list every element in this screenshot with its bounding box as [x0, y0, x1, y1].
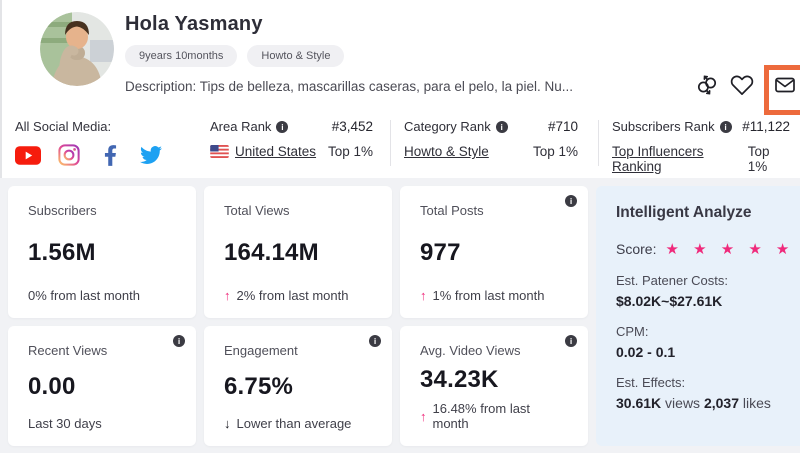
trend-up-arrow-icon: ↑	[420, 288, 427, 303]
trend-up-arrow-icon: ↑	[224, 288, 231, 303]
category-rank-link[interactable]: Howto & Style	[404, 144, 489, 159]
card-label: Total Views	[224, 203, 290, 218]
card-value: 1.56M	[28, 239, 96, 266]
mail-icon	[775, 77, 795, 93]
page-title: Hola Yasmany	[125, 13, 263, 35]
info-icon[interactable]: i	[276, 120, 289, 133]
divider	[598, 120, 599, 166]
category-rank-value: #710	[547, 119, 578, 134]
panel-title: Intelligent Analyze	[616, 204, 752, 221]
category-rank-tier: Top 1%	[532, 144, 578, 159]
card-label: Avg. Video Views	[420, 343, 521, 358]
compare-icon	[697, 75, 717, 95]
total-posts-card: i Total Posts 977 ↑ 1% from last month	[400, 186, 588, 318]
effects-label: Est. Effects:	[616, 375, 686, 390]
info-icon[interactable]: i	[565, 335, 577, 347]
score-label: Score:	[616, 241, 657, 257]
card-value: 0.00	[28, 373, 76, 400]
card-label: Total Posts	[420, 203, 484, 218]
info-icon[interactable]: i	[719, 120, 732, 133]
channel-description: Description: Tips de belleza, mascarilla…	[125, 79, 573, 94]
twitter-icon	[140, 146, 162, 164]
card-value: 164.14M	[224, 239, 319, 266]
card-value: 34.23K	[420, 365, 499, 393]
area-rank-value: #3,452	[331, 119, 373, 134]
card-delta: ↑ 16.48% from last month	[420, 401, 531, 431]
facebook-tab[interactable]	[97, 143, 123, 167]
youtube-tab[interactable]	[15, 143, 41, 167]
trend-down-arrow-icon: ↓	[224, 416, 231, 431]
badge-channel-age: 9years 10months	[125, 45, 238, 67]
email-highlight-box	[764, 65, 800, 115]
cpm-label: CPM:	[616, 324, 649, 339]
info-icon[interactable]: i	[173, 335, 185, 347]
instagram-icon	[58, 144, 80, 166]
partner-cost-label: Est. Patener Costs:	[616, 273, 728, 288]
card-delta: ↑ 1% from last month	[420, 288, 545, 303]
info-icon[interactable]: i	[369, 335, 381, 347]
subscribers-card: Subscribers 1.56M 0% from last month	[8, 186, 196, 318]
total-views-card: Total Views 164.14M ↑ 2% from last month	[204, 186, 392, 318]
card-delta: ↑ 2% from last month	[224, 288, 349, 303]
stats-grid: Subscribers 1.56M 0% from last month Tot…	[8, 186, 800, 446]
action-buttons	[694, 65, 800, 115]
compare-button[interactable]	[694, 72, 720, 98]
instagram-tab[interactable]	[56, 143, 82, 167]
subscribers-rank-tier: Top 1%	[747, 144, 770, 174]
all-social-media-label: All Social Media:	[15, 119, 112, 134]
engagement-card: i Engagement 6.75% ↓ Lower than average	[204, 326, 392, 446]
avatar	[40, 12, 114, 86]
effects-value: 30.61K views 2,037 likes	[616, 395, 771, 411]
card-delta: 0% from last month	[28, 288, 140, 303]
avg-video-views-card: i Avg. Video Views 34.23K ↑ 16.48% from …	[400, 326, 588, 446]
category-rank-label: Category Rank i	[404, 119, 508, 134]
youtube-icon	[15, 145, 41, 165]
card-label: Engagement	[224, 343, 298, 358]
subscribers-rank-value: #11,122	[742, 119, 790, 134]
favorite-button[interactable]	[729, 72, 755, 98]
card-label: Subscribers	[28, 203, 97, 218]
badge-category: Howto & Style	[247, 45, 345, 67]
facebook-icon	[104, 144, 116, 166]
subscribers-rank-link[interactable]: Top Influencers Ranking	[612, 144, 704, 174]
card-value: 977	[420, 239, 461, 266]
info-icon[interactable]: i	[565, 195, 577, 207]
intelligent-analyze-panel: Intelligent Analyze Score: ★ ★ ★ ★ ★ Est…	[596, 186, 800, 446]
card-delta: ↓ Lower than average	[224, 416, 352, 431]
star-rating-icon: ★ ★ ★ ★ ★	[665, 241, 795, 258]
trend-up-arrow-icon: ↑	[420, 408, 427, 424]
heart-icon	[730, 75, 754, 95]
card-label: Recent Views	[28, 343, 108, 358]
info-icon[interactable]: i	[495, 120, 508, 133]
recent-views-card: i Recent Views 0.00 Last 30 days	[8, 326, 196, 446]
subscribers-rank-block: Subscribers Rank i #11,122 Top Influence…	[612, 119, 790, 174]
area-rank-block: Area Rank i #3,452 United States Top 1%	[210, 119, 373, 159]
email-button[interactable]	[772, 72, 798, 98]
twitter-tab[interactable]	[138, 143, 164, 167]
subscribers-rank-label: Subscribers Rank i	[612, 119, 732, 134]
card-value: 6.75%	[224, 373, 294, 400]
area-rank-label: Area Rank i	[210, 119, 289, 134]
us-flag-icon	[210, 145, 229, 158]
partner-cost-value: $8.02K~$27.61K	[616, 293, 723, 309]
all-social-media-block: All Social Media:	[15, 119, 164, 167]
card-delta: Last 30 days	[28, 416, 102, 431]
badge-row: 9years 10months Howto & Style	[125, 45, 345, 67]
cpm-value: 0.02 - 0.1	[616, 344, 676, 360]
divider	[390, 120, 391, 166]
area-rank-link[interactable]: United States	[210, 144, 316, 159]
area-rank-tier: Top 1%	[327, 144, 373, 159]
avatar-illustration	[40, 12, 114, 86]
category-rank-block: Category Rank i #710 Howto & Style Top 1…	[404, 119, 578, 159]
